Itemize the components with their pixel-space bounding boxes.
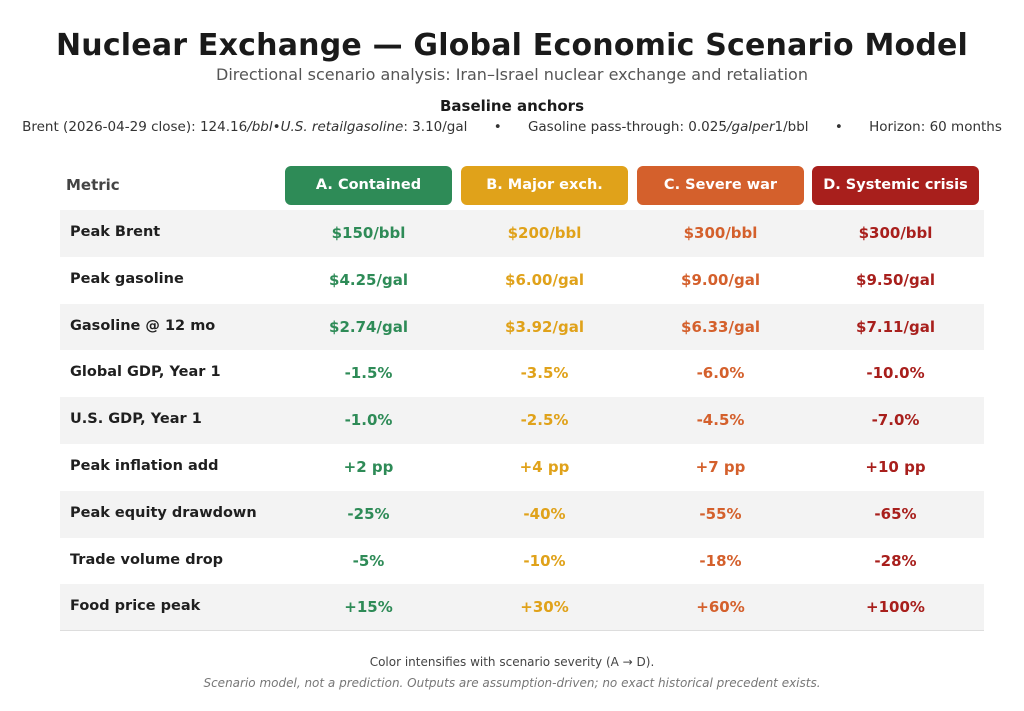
- scenario-value-b: +30%: [520, 598, 569, 617]
- brent-anchor-italic: /bbl•U.S. retailgasoline: [247, 119, 404, 135]
- table-row: Gasoline @ 12 mo $2.74/gal $3.92/gal $6.33/…: [60, 303, 984, 351]
- scenario-value-a: $4.25/gal: [329, 270, 408, 289]
- page-subtitle: Directional scenario analysis: Iran–Isra…: [216, 65, 808, 84]
- scenario-value-d: $9.50/gal: [856, 270, 935, 289]
- table-row: Global GDP, Year 1 -1.5% -3.5% -6.0% -10.0%: [60, 350, 984, 397]
- scenario-value-a: $2.74/gal: [329, 317, 408, 336]
- passthrough-italic: /galper: [726, 119, 775, 135]
- metric-label: U.S. GDP, Year 1: [70, 411, 202, 428]
- bullet-separator: •: [834, 119, 843, 135]
- scenario-value-c: -6.0%: [696, 364, 745, 383]
- metric-label: Peak equity drawdown: [70, 504, 257, 521]
- passthrough-text: Gasoline pass-through: 0.025: [527, 119, 727, 135]
- scenario-value-b: -2.5%: [520, 411, 569, 430]
- scenario-value-c: $6.33/gal: [681, 317, 760, 336]
- metric-label: Gasoline @ 12 mo: [70, 317, 216, 334]
- table-row: Peak equity drawdown -25% -40% -55% -65%: [60, 490, 984, 538]
- scenario-value-a: +15%: [344, 598, 393, 617]
- scenario-value-d: +100%: [866, 598, 925, 617]
- table-row: U.S. GDP, Year 1 -1.0% -2.5% -4.5% -7.0%: [60, 397, 984, 444]
- metric-label: Global GDP, Year 1: [70, 364, 221, 381]
- scenario-value-d: $300/bbl: [858, 224, 933, 242]
- scenario-value-b: -10%: [523, 551, 566, 570]
- scenario-value-a: -5%: [352, 551, 385, 570]
- scenario-value-c: -55%: [699, 504, 742, 523]
- passthrough-anchor: Gasoline pass-through: 0.025/galper1/bbl: [528, 119, 809, 135]
- table-row: Peak inflation add +2 pp +4 pp +7 pp +10 pp: [60, 444, 984, 491]
- scenario-value-a: $150/bbl: [331, 224, 406, 242]
- scenario-value-d: $7.11/gal: [856, 317, 935, 336]
- page-title: Nuclear Exchange — Global Economic Scena…: [55, 28, 969, 63]
- scenario-value-a: -1.0%: [344, 411, 393, 430]
- scenario-value-a: -25%: [347, 504, 390, 523]
- scenario-value-d: -10.0%: [866, 364, 925, 383]
- brent-anchor: Brent (2026-04-29 close): 124.16/bbl•U.S…: [22, 119, 467, 135]
- scenario-value-c: -4.5%: [696, 411, 745, 430]
- scenario-value-c: -18%: [699, 551, 742, 570]
- scenario-value-d: +10 pp: [865, 457, 926, 476]
- table-header-row: Metric A. Contained B. Major exch. C. Se…: [60, 160, 984, 210]
- table-body: Peak Brent $150/bbl $200/bbl $300/bbl $300/b…: [60, 210, 984, 632]
- horizon-anchor: Horizon: 60 months: [869, 119, 1002, 135]
- scenario-value-b: $6.00/gal: [505, 270, 584, 289]
- scenario-value-c: +60%: [696, 598, 745, 617]
- scenario-value-b: +4 pp: [519, 457, 570, 476]
- metric-label: Peak inflation add: [70, 457, 219, 474]
- metric-label: Food price peak: [70, 598, 201, 615]
- scenario-value-d: -65%: [874, 504, 917, 523]
- severity-note: Color intensifies with scenario severity…: [369, 655, 655, 669]
- scenario-header-d: D. Systemic crisis: [812, 166, 979, 205]
- scenario-header-c: C. Severe war: [637, 166, 804, 205]
- metric-label: Trade volume drop: [70, 551, 224, 568]
- scenario-value-b: $200/bbl: [507, 224, 582, 242]
- table-bottom-rule: [60, 630, 984, 631]
- metric-column-header: Metric: [66, 176, 120, 194]
- brent-anchor-text: Brent (2026-04-29 close): 124.16: [22, 119, 248, 135]
- scenario-value-b: -40%: [523, 504, 566, 523]
- scenario-value-b: -3.5%: [520, 364, 569, 383]
- scenario-value-c: +7 pp: [695, 457, 746, 476]
- table-row: Food price peak +15% +30% +60% +100%: [60, 584, 984, 632]
- disclaimer: Scenario model, not a prediction. Output…: [203, 676, 821, 690]
- scenario-value-a: -1.5%: [344, 364, 393, 383]
- table-row: Peak Brent $150/bbl $200/bbl $300/bbl $300/b…: [60, 210, 984, 257]
- scenario-table: Metric A. Contained B. Major exch. C. Se…: [60, 160, 984, 632]
- scenario-value-c: $9.00/gal: [681, 270, 760, 289]
- table-row: Peak gasoline $4.25/gal $6.00/gal $9.00/gal…: [60, 257, 984, 304]
- passthrough-suffix: 1/bbl: [774, 119, 809, 135]
- baseline-anchors-title: Baseline anchors: [439, 97, 585, 115]
- scenario-header-b: B. Major exch.: [461, 166, 628, 205]
- scenario-value-c: $300/bbl: [683, 224, 758, 242]
- baseline-anchors-line: Brent (2026-04-29 close): 124.16/bbl•U.S…: [0, 119, 1024, 135]
- gasoline-anchor-value: : 3.10/gal: [403, 119, 468, 135]
- table-row: Trade volume drop -5% -10% -18% -28%: [60, 538, 984, 585]
- scenario-header-a: A. Contained: [285, 166, 452, 205]
- scenario-value-b: $3.92/gal: [505, 317, 584, 336]
- scenario-value-d: -28%: [874, 551, 917, 570]
- metric-label: Peak gasoline: [70, 270, 184, 287]
- scenario-value-a: +2 pp: [343, 457, 394, 476]
- bullet-separator: •: [493, 119, 502, 135]
- metric-label: Peak Brent: [70, 224, 161, 240]
- scenario-value-d: -7.0%: [871, 411, 920, 430]
